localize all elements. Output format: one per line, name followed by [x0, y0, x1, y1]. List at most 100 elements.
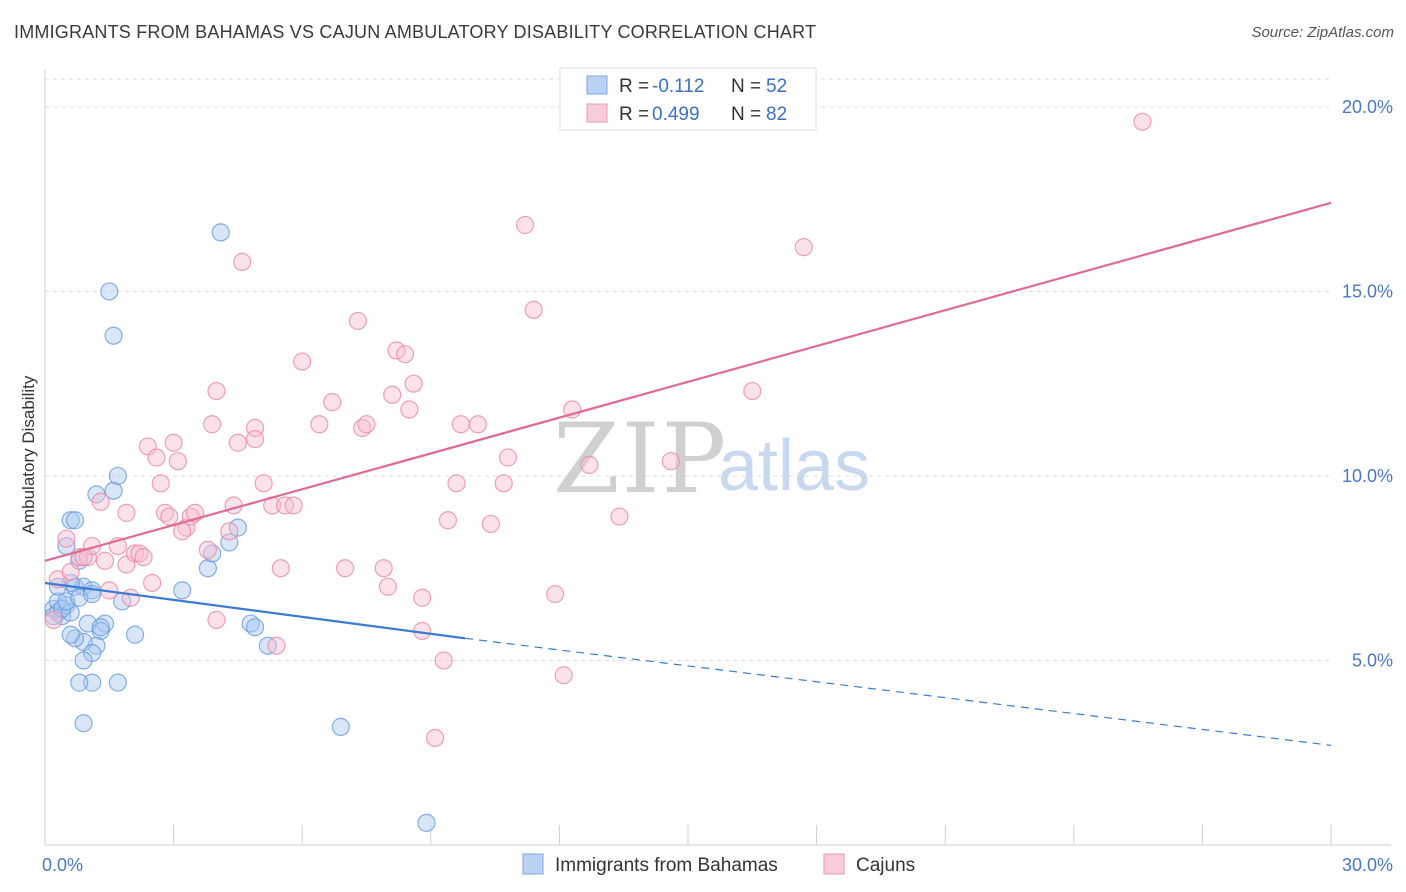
- point-bahamas-24: [125, 625, 145, 644]
- y-tick-label-1: 10.0%: [1342, 466, 1393, 486]
- point-bahamas-44: [108, 673, 127, 692]
- point-bahamas-40: [65, 511, 85, 530]
- trend-line-cajuns: [44, 201, 1332, 562]
- point-cajuns-27: [198, 540, 217, 559]
- point-cajuns-33: [228, 433, 247, 452]
- y-tick-label-3: 20.0%: [1342, 97, 1393, 117]
- point-cajuns-51: [378, 577, 398, 596]
- chart-title: IMMIGRANTS FROM BAHAMAS VS CAJUN AMBULAT…: [14, 22, 817, 42]
- point-cajuns-63: [451, 415, 470, 434]
- x-tick-labels: 0.0% 30.0%: [42, 855, 1393, 875]
- point-cajuns-28: [203, 415, 222, 434]
- point-cajuns-80: [95, 551, 115, 570]
- point-cajuns-37: [254, 474, 273, 493]
- point-cajuns-70: [546, 584, 565, 604]
- point-cajuns-54: [395, 345, 415, 364]
- point-cajuns-39: [271, 559, 290, 578]
- legend-n-value-1: 82: [766, 104, 787, 125]
- legend: R = -0.112 N = 52 R = 0.499 N = 82: [559, 67, 817, 131]
- y-tick-label-0: 5.0%: [1352, 650, 1393, 670]
- point-cajuns-60: [434, 651, 453, 670]
- point-cajuns-69: [524, 300, 543, 319]
- y-axis-label: Ambulatory Disability: [19, 375, 38, 534]
- point-cajuns-18: [147, 448, 166, 467]
- point-cajuns-61: [438, 511, 458, 530]
- point-cajuns-46: [335, 559, 355, 578]
- point-cajuns-68: [516, 215, 535, 235]
- point-bahamas-33: [100, 282, 119, 301]
- point-cajuns-79: [74, 548, 93, 567]
- point-cajuns-78: [1133, 112, 1152, 131]
- point-bahamas-31: [245, 618, 265, 637]
- point-cajuns-15: [134, 548, 153, 567]
- point-cajuns-75: [661, 452, 680, 471]
- point-bahamas-43: [83, 673, 102, 692]
- legend-swatch-bahamas: [586, 75, 608, 95]
- point-cajuns-71: [554, 666, 573, 685]
- point-cajuns-65: [481, 514, 500, 534]
- bottom-legend-swatch-bahamas: [522, 853, 544, 875]
- point-cajuns-81: [151, 474, 170, 493]
- point-bahamas-20: [61, 625, 80, 644]
- point-cajuns-67: [498, 448, 518, 467]
- point-cajuns-47: [348, 311, 368, 331]
- legend-n-label-0: N =: [731, 76, 761, 97]
- data-points: [44, 112, 1152, 832]
- point-cajuns-23: [164, 433, 183, 452]
- legend-r-label-0: R =: [619, 76, 649, 97]
- trend-lines: [44, 201, 1332, 746]
- point-cajuns-10: [117, 503, 136, 522]
- point-cajuns-12: [121, 588, 140, 607]
- point-cajuns-64: [468, 415, 488, 434]
- point-cajuns-73: [580, 455, 599, 474]
- point-bahamas-47: [417, 813, 436, 832]
- watermark: ZIP atlas: [553, 403, 870, 515]
- watermark-atlas: atlas: [718, 426, 870, 506]
- point-cajuns-55: [400, 400, 419, 419]
- point-cajuns-66: [494, 474, 513, 493]
- bottom-legend-label-bahamas: Immigrants from Bahamas: [555, 855, 778, 876]
- legend-n-value-0: 52: [766, 76, 787, 97]
- y-tick-label-2: 15.0%: [1342, 281, 1393, 301]
- point-cajuns-62: [447, 474, 466, 493]
- point-bahamas-35: [211, 223, 230, 242]
- legend-n-label-1: N =: [731, 104, 761, 125]
- point-cajuns-52: [383, 385, 402, 404]
- bottom-legend: Immigrants from Bahamas Cajuns: [522, 853, 915, 876]
- point-cajuns-16: [143, 573, 162, 593]
- point-cajuns-32: [224, 496, 243, 515]
- bottom-legend-swatch-cajuns: [823, 853, 845, 875]
- point-bahamas-22: [74, 651, 93, 670]
- point-cajuns-43: [293, 352, 312, 371]
- bottom-legend-label-cajuns: Cajuns: [856, 855, 915, 876]
- point-cajuns-50: [374, 559, 393, 578]
- point-bahamas-25: [173, 581, 192, 600]
- point-cajuns-42: [267, 636, 286, 655]
- point-cajuns-49: [357, 415, 376, 434]
- grid-lines: [45, 78, 1331, 661]
- point-cajuns-20: [160, 507, 179, 526]
- point-cajuns-44: [310, 415, 329, 434]
- point-cajuns-21: [168, 452, 187, 471]
- trend-line-bahamas: [44, 581, 466, 640]
- point-cajuns-7: [91, 492, 110, 511]
- point-cajuns-30: [207, 381, 226, 401]
- legend-r-value-0: -0.112: [652, 76, 704, 97]
- axes: [44, 70, 1391, 846]
- point-cajuns-34: [233, 252, 252, 272]
- point-cajuns-36: [245, 429, 265, 449]
- y-tick-labels: 5.0% 10.0% 15.0% 20.0%: [1342, 97, 1393, 671]
- point-cajuns-2: [57, 529, 76, 548]
- x-tick-label-1: 30.0%: [1342, 855, 1393, 875]
- point-cajuns-76: [743, 381, 762, 401]
- point-bahamas-36: [104, 481, 123, 500]
- watermark-zip: ZIP: [553, 403, 728, 515]
- point-bahamas-51: [70, 673, 89, 692]
- point-bahamas-50: [91, 618, 110, 637]
- point-cajuns-31: [220, 522, 239, 541]
- point-bahamas-34: [104, 326, 123, 345]
- legend-swatch-cajuns: [586, 103, 608, 123]
- point-cajuns-0: [44, 610, 63, 629]
- point-cajuns-74: [610, 507, 629, 526]
